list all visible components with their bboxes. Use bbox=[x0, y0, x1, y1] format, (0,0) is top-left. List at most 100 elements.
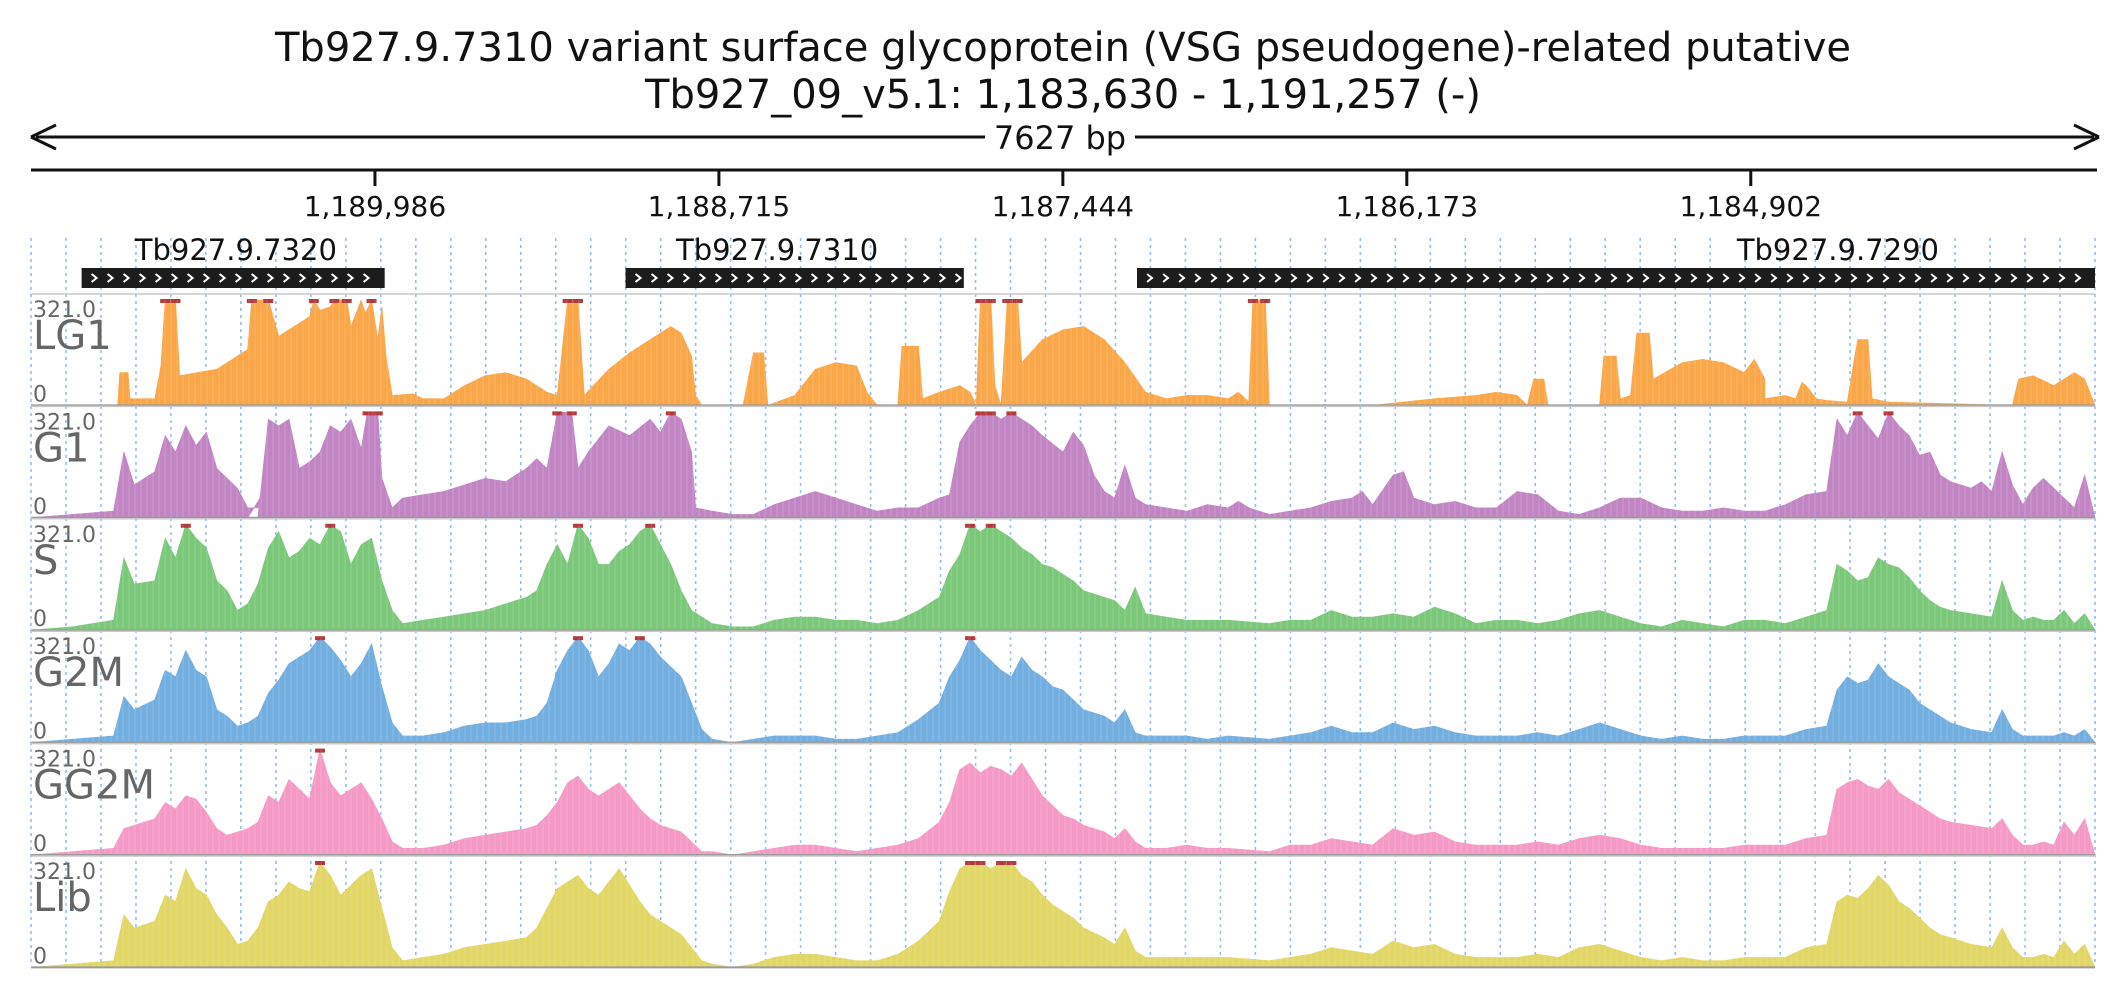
strand-chevron-icon bbox=[2026, 273, 2034, 283]
strand-chevron-icon bbox=[1850, 273, 1858, 283]
gene-Tb927.9.7290[interactable]: Tb927.9.7290 bbox=[1137, 233, 2095, 288]
clip-marker bbox=[1012, 299, 1023, 303]
track-name: LG1 bbox=[33, 313, 112, 359]
strand-chevron-icon bbox=[1882, 273, 1890, 283]
clip-marker bbox=[1006, 411, 1017, 416]
clip-marker bbox=[246, 299, 257, 303]
tick-label: 1,187,444 bbox=[992, 190, 1135, 223]
strand-chevron-icon bbox=[634, 273, 643, 283]
clip-marker bbox=[314, 748, 325, 753]
strand-chevron-icon bbox=[266, 273, 275, 283]
strand-chevron-icon bbox=[746, 273, 755, 283]
strand-chevron-icon bbox=[1322, 273, 1330, 283]
track-S: 321.0S 0 bbox=[30, 518, 2096, 632]
gene-bar[interactable] bbox=[625, 268, 964, 288]
clip-marker bbox=[1006, 861, 1017, 865]
strand-chevron-icon bbox=[202, 273, 211, 283]
strand-chevron-icon bbox=[1594, 273, 1602, 283]
strand-chevron-icon bbox=[1178, 273, 1186, 283]
strand-chevron-icon bbox=[874, 273, 883, 283]
strand-chevron-icon bbox=[682, 273, 691, 283]
clip-marker bbox=[314, 861, 325, 865]
strand-chevron-icon bbox=[890, 273, 899, 283]
strand-chevron-icon bbox=[938, 273, 947, 283]
clip-marker bbox=[985, 411, 996, 416]
clip-marker bbox=[572, 636, 583, 641]
track-name: Lib bbox=[33, 875, 92, 921]
clip-marker bbox=[996, 861, 1007, 865]
figure-subtitle: Tb927_09_v5.1: 1,183,630 - 1,191,257 (-) bbox=[644, 72, 1481, 118]
arrow-right-icon bbox=[2073, 123, 2100, 151]
coverage-area bbox=[30, 411, 2096, 519]
strand-chevron-icon bbox=[1674, 273, 1682, 283]
clip-marker bbox=[965, 636, 976, 641]
strand-chevron-icon bbox=[1562, 273, 1570, 283]
strand-chevron-icon bbox=[1802, 273, 1810, 283]
gene-label: Tb927.9.7310 bbox=[675, 233, 878, 267]
gene-Tb927.9.7320[interactable]: Tb927.9.7320 bbox=[81, 233, 385, 288]
coverage-area bbox=[30, 523, 2096, 631]
strand-chevron-icon bbox=[666, 273, 675, 283]
clip-marker bbox=[170, 299, 181, 303]
strand-chevron-icon bbox=[1386, 273, 1394, 283]
strand-chevron-icon bbox=[282, 273, 291, 283]
track-min-label: 0 bbox=[33, 607, 47, 632]
span-label: 7627 bp bbox=[994, 119, 1126, 157]
clip-marker bbox=[634, 636, 645, 641]
strand-chevron-icon bbox=[1242, 273, 1250, 283]
tick-label: 1,189,986 bbox=[304, 190, 447, 223]
strand-chevron-icon bbox=[1930, 273, 1938, 283]
gene-label: Tb927.9.7320 bbox=[134, 233, 337, 267]
strand-chevron-icon bbox=[1194, 273, 1202, 283]
strand-chevron-icon bbox=[714, 273, 723, 283]
strand-chevron-icon bbox=[2058, 273, 2066, 283]
strand-chevron-icon bbox=[826, 273, 835, 283]
track-max-label: 321.0 bbox=[33, 635, 96, 660]
track-min-label: 0 bbox=[33, 944, 47, 969]
tick-label: 1,188,715 bbox=[648, 190, 791, 223]
track-min-label: 0 bbox=[33, 832, 47, 857]
clip-marker bbox=[1002, 299, 1013, 303]
clip-marker bbox=[572, 299, 583, 303]
track-name: S bbox=[33, 538, 58, 584]
strand-chevron-icon bbox=[1226, 273, 1234, 283]
clip-marker bbox=[975, 861, 986, 865]
gene-Tb927.9.7310[interactable]: Tb927.9.7310 bbox=[625, 233, 964, 288]
track-max-label: 321.0 bbox=[33, 410, 96, 435]
strand-chevron-icon bbox=[698, 273, 707, 283]
strand-chevron-icon bbox=[1418, 273, 1426, 283]
coverage-area bbox=[30, 748, 2096, 856]
strand-chevron-icon bbox=[1146, 273, 1154, 283]
strand-chevron-icon bbox=[154, 273, 163, 283]
strand-chevron-icon bbox=[186, 273, 195, 283]
gene-bar[interactable] bbox=[81, 268, 385, 288]
strand-chevron-icon bbox=[1994, 273, 2002, 283]
clip-marker bbox=[566, 411, 577, 416]
strand-chevron-icon bbox=[346, 273, 355, 283]
strand-chevron-icon bbox=[1482, 273, 1490, 283]
strand-chevron-icon bbox=[1498, 273, 1506, 283]
strand-chevron-icon bbox=[1546, 273, 1554, 283]
strand-chevron-icon bbox=[1642, 273, 1650, 283]
strand-chevron-icon bbox=[1434, 273, 1442, 283]
strand-chevron-icon bbox=[1162, 273, 1170, 283]
strand-chevron-icon bbox=[1626, 273, 1634, 283]
coverage-tracks: 321.0LG10321.0G10321.0S0321.0G2M0321.0GG… bbox=[30, 293, 2096, 969]
strand-chevron-icon bbox=[1530, 273, 1538, 283]
strand-chevron-icon bbox=[1466, 273, 1474, 283]
clip-marker bbox=[965, 861, 976, 865]
strand-chevron-icon bbox=[106, 273, 115, 283]
clip-marker bbox=[160, 299, 171, 303]
strand-chevron-icon bbox=[1578, 273, 1586, 283]
strand-chevron-icon bbox=[2042, 273, 2050, 283]
strand-chevron-icon bbox=[762, 273, 771, 283]
strand-chevron-icon bbox=[810, 273, 819, 283]
strand-chevron-icon bbox=[1754, 273, 1762, 283]
tick-label: 1,186,173 bbox=[1336, 190, 1479, 223]
strand-chevron-icon bbox=[1706, 273, 1714, 283]
clip-marker bbox=[665, 411, 676, 416]
strand-chevron-icon bbox=[650, 273, 659, 283]
clip-marker bbox=[341, 299, 352, 303]
